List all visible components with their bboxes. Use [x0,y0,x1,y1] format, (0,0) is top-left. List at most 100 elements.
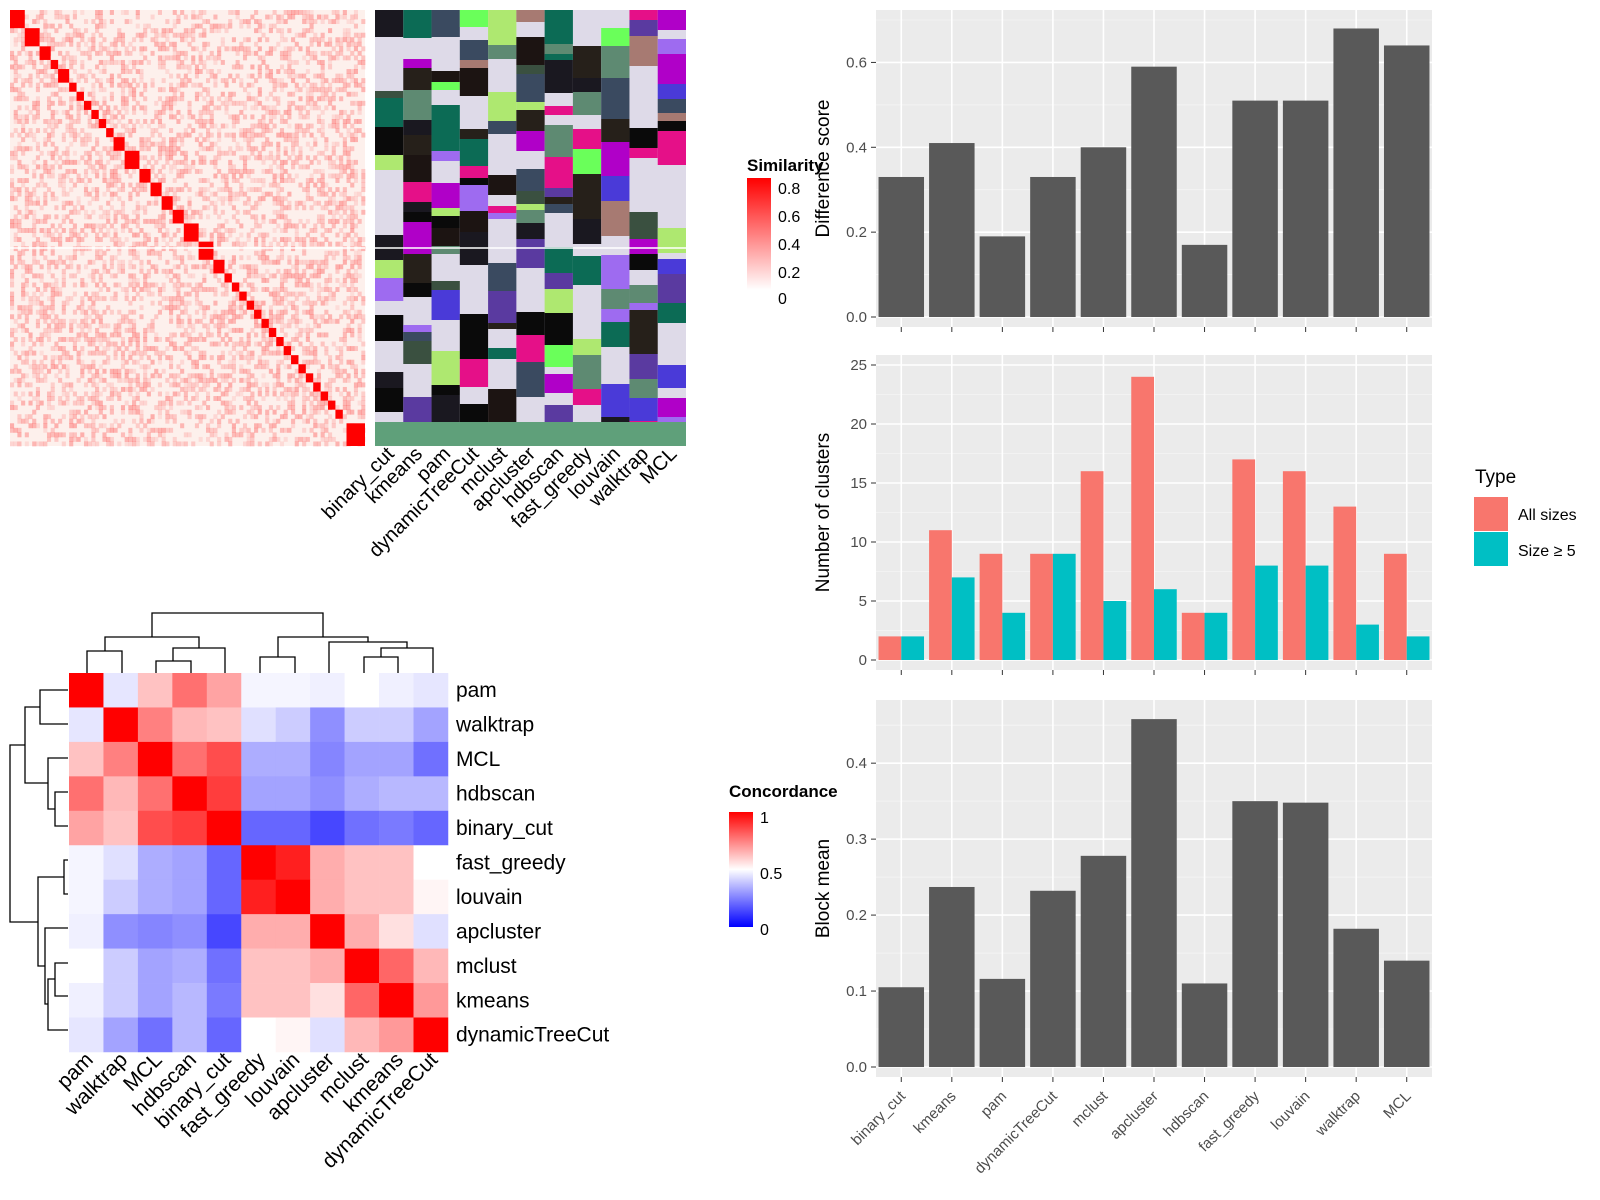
similarity-cell [183,377,188,383]
similarity-cell [239,314,244,320]
y-tick-label: 0.4 [846,755,867,772]
similarity-cell [135,100,140,106]
similarity-cell [294,332,299,338]
similarity-cell [320,400,325,406]
similarity-cell [58,155,63,161]
similarity-cell [83,159,89,165]
similarity-cell [150,141,155,147]
similarity-cell [265,105,270,111]
similarity-cell [265,350,270,356]
similarity-cell [61,441,66,447]
similarity-cell [283,277,288,283]
similarity-cell [217,132,222,138]
similarity-cell [102,173,107,179]
similarity-cell [242,277,248,283]
annotation-cell [572,149,602,174]
similarity-cell [157,223,163,229]
similarity-cell [72,14,77,20]
similarity-cell [231,396,236,401]
annotation-cell [459,10,489,27]
similarity-cell [261,364,266,370]
similarity-cell [58,396,63,401]
concordance-cell [206,983,242,1018]
similarity-cell [298,155,303,161]
similarity-cell [350,264,355,270]
annotation-cell [375,235,404,243]
similarity-cell [246,46,251,52]
similarity-cell [346,287,351,292]
similarity-cell [328,28,333,34]
similarity-cell [17,146,22,152]
similarity-cell [172,441,177,447]
similarity-cell [35,373,40,379]
similarity-cell [287,155,292,161]
similarity-cell [279,187,285,193]
similarity-cell [309,228,314,233]
similarity-cell [331,114,336,120]
similarity-cell [283,241,288,247]
similarity-cell [302,373,307,379]
annotation-cell [601,142,630,176]
annotation-cell [431,71,460,82]
similarity-cell [58,255,63,261]
similarity-cell [58,237,63,243]
similarity-cell [24,132,29,138]
similarity-cell [169,109,174,115]
similarity-cell [302,164,307,170]
similarity-cell [10,28,15,34]
similarity-cell [213,159,218,165]
similarity-cell [305,337,310,342]
similarity-cell [287,55,292,61]
similarity-cell [191,114,196,120]
similarity-cell [183,309,188,315]
similarity-cell [316,287,322,292]
similarity-cell [187,291,192,297]
similarity-block [39,46,51,60]
similarity-cell [357,309,362,315]
similarity-cell [176,205,181,211]
similarity-cell [39,173,44,179]
similarity-cell [309,146,314,152]
similarity-cell [331,78,336,84]
similarity-cell [257,323,262,329]
similarity-cell [276,146,281,152]
annotation-cell [375,388,404,412]
similarity-cell [202,19,207,25]
similarity-cell [346,159,351,165]
similarity-cell [176,291,181,297]
similarity-cell [87,55,92,61]
similarity-cell [39,10,44,15]
similarity-cell [65,19,70,25]
similarity-cell [335,405,340,411]
annotation-cell [629,285,658,303]
similarity-cell [161,28,166,34]
similarity-cell [157,391,163,397]
similarity-cell [21,78,26,84]
similarity-cell [305,282,310,288]
similarity-cell [102,368,107,374]
similarity-cell [331,318,336,324]
similarity-cell [120,337,126,342]
similarity-cell [50,309,55,315]
annotation-cell [516,362,545,397]
similarity-cell [335,41,340,47]
similarity-cell [257,64,262,70]
similarity-cell [320,264,325,270]
similarity-cell [279,237,285,243]
similarity-cell [13,37,18,43]
similarity-cell [191,264,196,270]
similarity-cell [198,10,203,15]
similarity-cell [139,69,144,74]
concordance-cell [310,810,345,846]
similarity-cell [205,91,211,97]
similarity-cell [172,46,177,52]
similarity-cell [213,14,218,20]
similarity-cell [154,314,159,320]
annotation-cell [431,216,460,228]
annotation-cell [403,222,432,254]
similarity-cell [165,28,170,34]
similarity-cell [124,377,129,383]
similarity-cell [43,364,48,370]
similarity-cell [58,400,63,406]
